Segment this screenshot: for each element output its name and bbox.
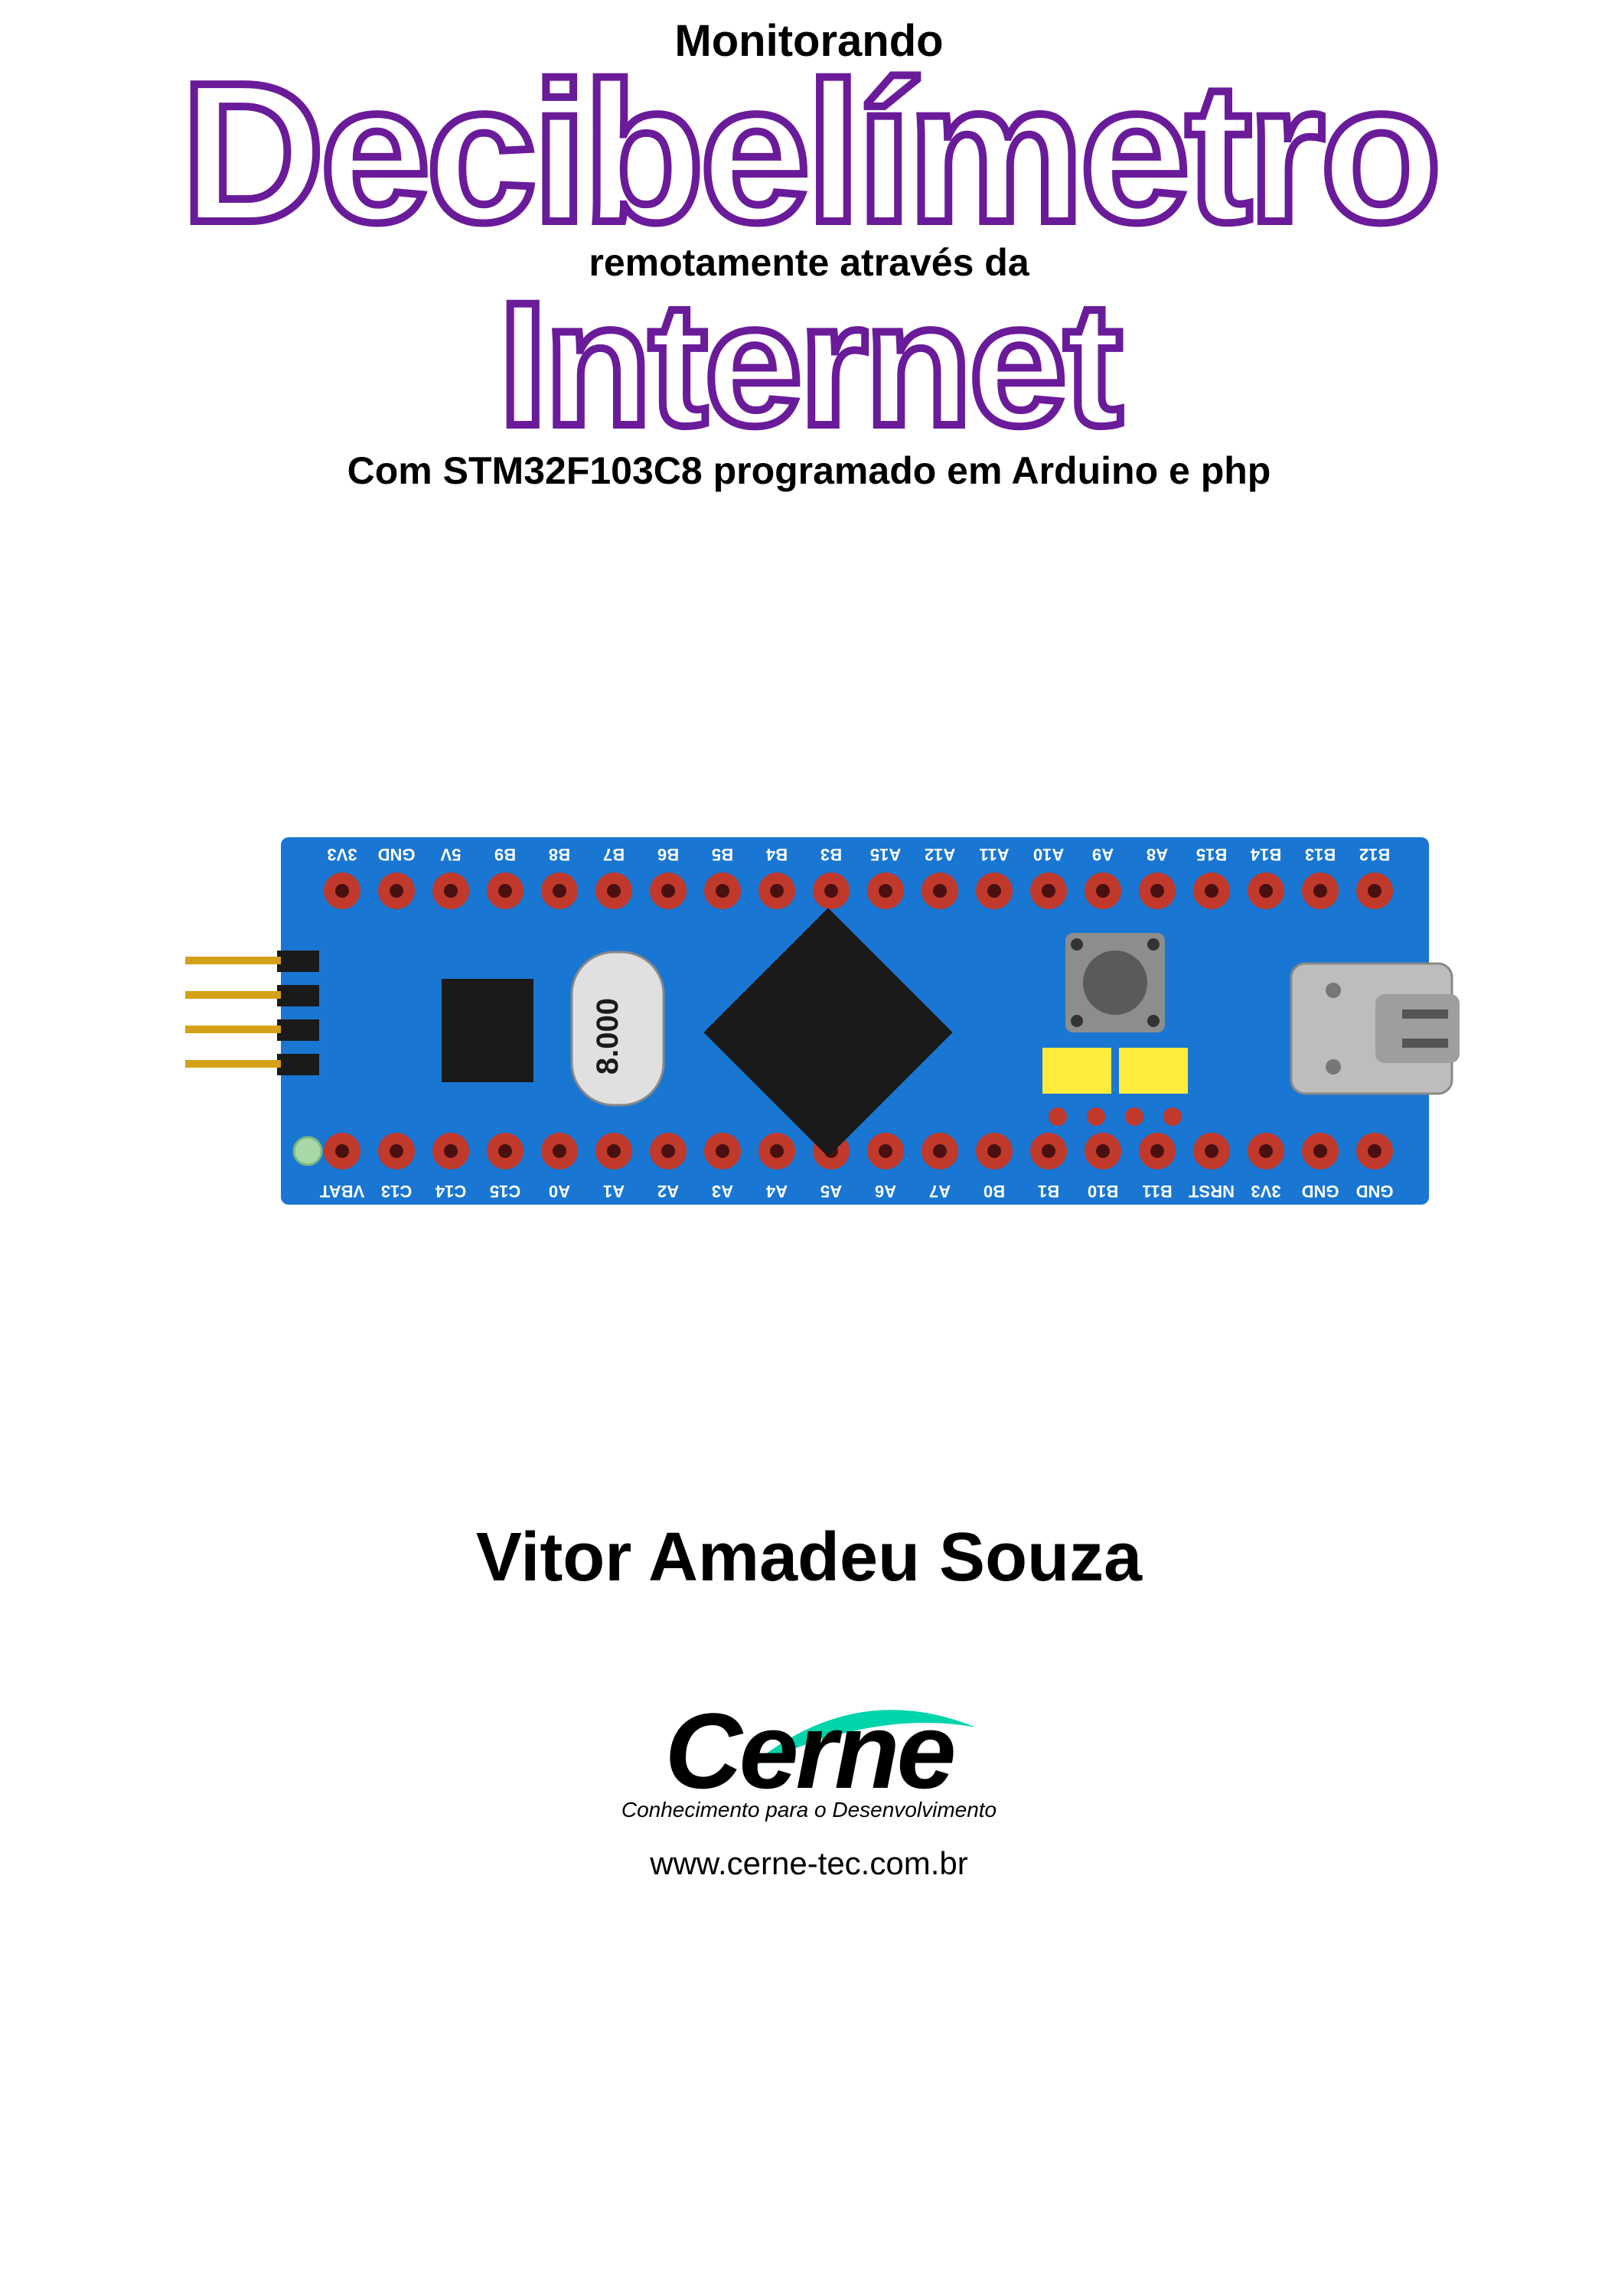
svg-text:A15: A15: [870, 845, 901, 864]
logo-url: www.cerne-tec.com.br: [621, 1845, 997, 1882]
svg-text:A9: A9: [1092, 845, 1114, 864]
svg-text:B1: B1: [1038, 1182, 1059, 1201]
svg-text:A7: A7: [929, 1182, 951, 1201]
svg-text:A2: A2: [657, 1182, 679, 1201]
svg-text:3V3: 3V3: [327, 845, 357, 864]
svg-text:B12: B12: [1359, 845, 1390, 864]
svg-text:3V3: 3V3: [1251, 1182, 1280, 1201]
svg-text:B7: B7: [603, 845, 625, 864]
svg-text:A11: A11: [979, 845, 1009, 864]
svg-text:5V: 5V: [440, 845, 461, 864]
svg-text:B6: B6: [657, 845, 679, 864]
svg-text:NRST: NRST: [1188, 1182, 1234, 1201]
svg-text:B3: B3: [820, 845, 842, 864]
svg-text:A1: A1: [603, 1182, 625, 1201]
svg-text:GND: GND: [1356, 1182, 1394, 1201]
svg-text:B4: B4: [765, 845, 788, 864]
svg-text:B0: B0: [984, 1182, 1005, 1201]
svg-text:B9: B9: [494, 845, 516, 864]
svg-text:C14: C14: [435, 1182, 466, 1201]
logo-name: Cerne: [665, 1691, 954, 1811]
svg-text:GND: GND: [378, 845, 416, 864]
svg-text:B15: B15: [1196, 845, 1227, 864]
svg-text:GND: GND: [1302, 1182, 1339, 1201]
author-name: Vitor Amadeu Souza: [476, 1518, 1142, 1597]
svg-text:B14: B14: [1250, 845, 1281, 864]
svg-text:B8: B8: [549, 845, 570, 864]
svg-text:A8: A8: [1147, 845, 1168, 864]
svg-text:A4: A4: [765, 1182, 788, 1201]
board-illustration: 3V3 GND 5V B9 B8 B7 B6 B5 B4 B3 A15 A12 A11 A10 A9 A8 B1…: [158, 814, 1460, 1228]
svg-text:C15: C15: [490, 1182, 520, 1201]
svg-text:B10: B10: [1088, 1182, 1118, 1201]
svg-text:B5: B5: [712, 845, 733, 864]
publisher-logo: Cerne Conhecimento para o Desenvolviment…: [621, 1689, 997, 1882]
svg-text:B13: B13: [1305, 845, 1336, 864]
svg-text:B11: B11: [1142, 1182, 1172, 1201]
svg-text:A5: A5: [820, 1182, 842, 1201]
svg-text:A10: A10: [1033, 845, 1064, 864]
title-block: Monitorando Decibelímetro remotamente at…: [0, 0, 1618, 493]
svg-text:VBAT: VBAT: [319, 1182, 364, 1201]
svg-text:A12: A12: [925, 845, 955, 864]
svg-text:C13: C13: [381, 1182, 412, 1201]
svg-text:A0: A0: [549, 1182, 570, 1201]
title-line5: Com STM32F103C8 programado em Arduino e …: [0, 448, 1618, 493]
crystal-label: 8.000: [591, 997, 625, 1074]
title-word1: Decibelímetro: [0, 59, 1618, 248]
title-word2: Internet: [0, 281, 1618, 448]
svg-text:A3: A3: [712, 1182, 733, 1201]
svg-text:A6: A6: [875, 1182, 896, 1201]
